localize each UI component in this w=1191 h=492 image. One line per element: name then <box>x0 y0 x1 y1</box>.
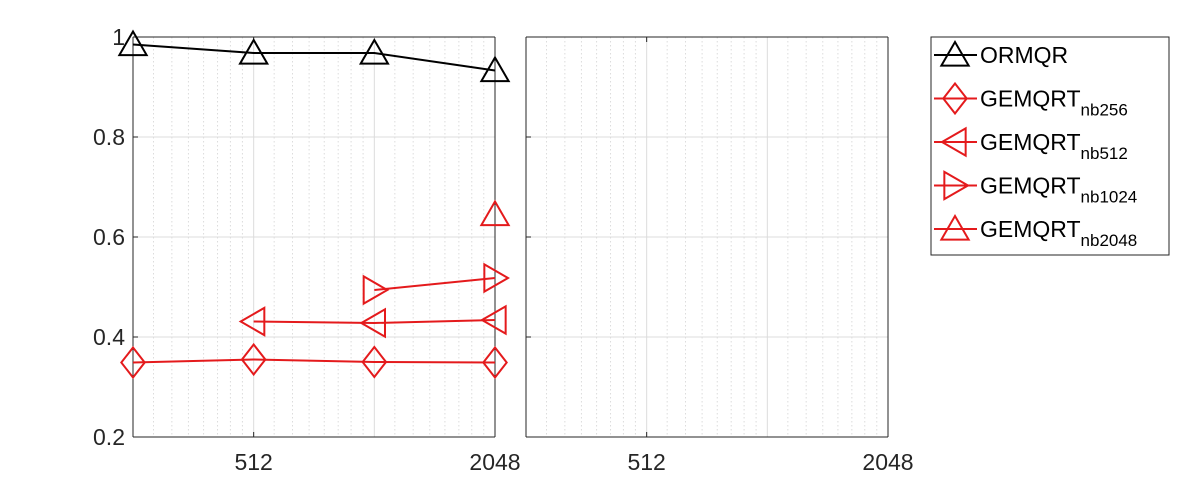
data-point-GEMQRT_nb512 <box>359 307 386 339</box>
legend-label-main: GEMQRT <box>980 86 1081 112</box>
left-series-group <box>117 29 511 380</box>
y-tick-label: 1 <box>112 24 125 50</box>
legend-label-subscript: nb2048 <box>1081 231 1138 250</box>
left-plot: 512 2048 0.2 0.4 0.6 0.8 1 <box>93 24 521 475</box>
y-tick-label: 0.6 <box>93 224 125 250</box>
legend-label-main: GEMQRT <box>980 173 1081 199</box>
left-axes-box: 512 2048 0.2 0.4 0.6 0.8 1 <box>93 24 521 475</box>
right-plot: 512 2048 <box>525 36 914 475</box>
legend-label-subscript: nb1024 <box>1081 188 1138 207</box>
legend-label-main: GEMQRT <box>980 216 1081 242</box>
data-point-ORMQR <box>358 37 390 65</box>
legend-label-subscript: nb512 <box>1081 144 1128 163</box>
series-line-ORMQR <box>132 43 496 72</box>
data-point-ORMQR <box>238 37 270 65</box>
right-x-tick-label: 512 <box>627 449 665 475</box>
y-tick-label: 0.4 <box>93 324 125 350</box>
left-grid <box>133 37 495 437</box>
data-point-GEMQRT_nb256 <box>120 345 146 380</box>
legend-marker <box>939 126 967 158</box>
data-point-GEMQRT_nb2048 <box>479 199 511 227</box>
left-x-tick-label: 2048 <box>469 449 520 475</box>
data-point-GEMQRT_nb256 <box>240 342 267 377</box>
legend-marker <box>939 39 971 67</box>
right-grid <box>526 37 888 437</box>
series-line-GEMQRT_nb256 <box>132 358 496 364</box>
legend-label: ORMQR <box>980 42 1068 68</box>
data-point-GEMQRT_nb256 <box>361 345 388 379</box>
legend-label: GEMQRTnb1024 <box>980 173 1137 207</box>
left-x-tick-label: 512 <box>234 449 272 475</box>
right-x-tick-label: 2048 <box>862 449 913 475</box>
data-point-ORMQR <box>479 55 511 83</box>
data-point-GEMQRT_nb512 <box>238 306 266 337</box>
series-line-GEMQRT_nb512 <box>253 319 496 325</box>
data-point-GEMQRT_nb512 <box>479 304 507 336</box>
legend-marker <box>939 213 971 241</box>
legend: ORMQRGEMQRTnb256GEMQRTnb512GEMQRTnb1024G… <box>930 36 1170 256</box>
legend-label-subscript: nb256 <box>1081 101 1128 120</box>
data-point-ORMQR <box>117 29 149 57</box>
right-axes-box: 512 2048 <box>525 36 914 475</box>
data-point-GEMQRT_nb256 <box>482 345 508 380</box>
legend-label-main: ORMQR <box>980 42 1068 68</box>
y-tick-label: 0.8 <box>93 124 125 150</box>
y-tick-label: 0.2 <box>93 424 125 450</box>
legend-label-main: GEMQRT <box>980 129 1081 155</box>
data-point-GEMQRT_nb1024 <box>483 262 511 294</box>
legend-marker <box>943 170 971 201</box>
series-line-GEMQRT_nb1024 <box>374 277 496 291</box>
legend-label: GEMQRTnb2048 <box>980 216 1137 250</box>
data-point-GEMQRT_nb1024 <box>362 274 390 306</box>
legend-label: GEMQRTnb512 <box>980 129 1128 163</box>
legend-box <box>930 36 1170 256</box>
legend-marker <box>942 81 968 116</box>
legend-label: GEMQRTnb256 <box>980 86 1128 120</box>
